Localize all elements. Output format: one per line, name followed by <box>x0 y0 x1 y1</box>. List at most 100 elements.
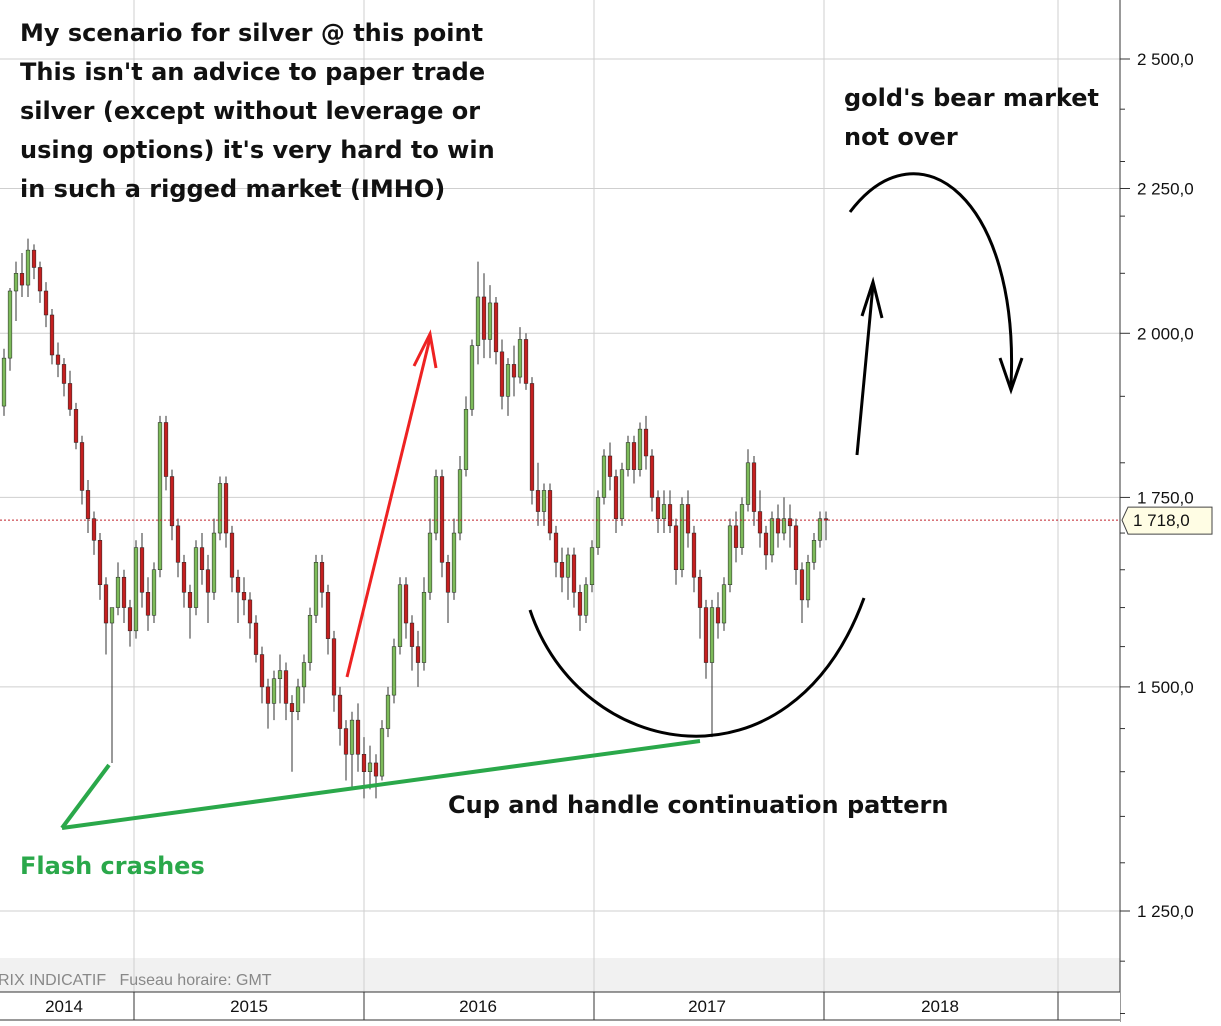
cup-curve <box>528 597 866 738</box>
candle-body <box>607 455 613 477</box>
year-label: 2017 <box>688 997 726 1016</box>
y-tick-label: 2 000,0 <box>1137 324 1194 343</box>
last-price-tag-shape <box>1121 506 1213 535</box>
year-label: 2014 <box>45 997 83 1016</box>
candle-body <box>319 562 325 593</box>
candle-body <box>523 339 529 384</box>
candle-body <box>229 532 235 578</box>
y-tick-label: 1 750,0 <box>1137 488 1194 507</box>
candle-body <box>811 540 817 563</box>
candle-body <box>439 476 445 563</box>
candle-body <box>715 607 721 624</box>
candle-body <box>601 455 607 498</box>
footer-band <box>0 958 1120 992</box>
candle-body <box>451 532 457 593</box>
footer-text: RIX INDICATIF Fuseau horaire: GMT <box>0 972 272 989</box>
candle-body <box>217 483 223 534</box>
candle-body <box>235 576 241 593</box>
candle-body <box>325 592 331 639</box>
candle-body <box>649 455 655 498</box>
candle-body <box>619 469 625 519</box>
candle-body <box>625 442 631 470</box>
candle-body <box>199 547 205 570</box>
flash-crashes-label: Flash crashes <box>20 852 205 880</box>
candle-body <box>163 422 169 477</box>
candle-body <box>745 462 751 505</box>
candle-body <box>259 654 265 688</box>
time-axis-band <box>0 992 1120 1022</box>
candle-body <box>67 383 73 410</box>
candle-body <box>391 646 397 696</box>
candle-body <box>583 584 589 616</box>
cup-handle-label: Cup and handle continuation pattern <box>448 791 949 819</box>
candle-body <box>565 554 571 578</box>
candle-body <box>739 504 745 548</box>
candle-body <box>79 442 85 491</box>
candle-body <box>49 314 55 356</box>
candle-body <box>529 383 535 491</box>
candle-body <box>211 532 217 593</box>
y-tick-label: 1 250,0 <box>1137 902 1194 921</box>
candle-body <box>367 762 373 772</box>
candle-body <box>175 525 181 563</box>
candle-body <box>409 622 415 647</box>
candle-body <box>721 584 727 624</box>
candle-body <box>493 302 499 353</box>
candle-body <box>265 686 271 704</box>
candle-body <box>121 576 127 608</box>
bear-market-arc <box>848 172 1014 386</box>
candle-body <box>115 576 121 608</box>
candle-body <box>547 490 553 534</box>
candle-body <box>781 518 787 534</box>
candle-body <box>589 547 595 585</box>
candle-body <box>481 296 487 340</box>
candle-body <box>787 518 793 527</box>
candle-body <box>25 249 31 286</box>
y-tick-label: 2 500,0 <box>1137 50 1194 69</box>
candle-body <box>685 504 691 534</box>
candle-body <box>661 504 667 519</box>
candle-body <box>511 364 517 378</box>
candle-body <box>241 592 247 601</box>
candle-body <box>445 562 451 593</box>
candle-body <box>85 490 91 519</box>
candle-body <box>139 547 145 593</box>
candle-body <box>817 518 823 541</box>
candle-body <box>355 719 361 755</box>
candle-body <box>775 518 781 534</box>
price-axis: 2 500,0 2 250,0 2 000,0 1 750,0 1 500,0 1 250… <box>1120 50 1194 1014</box>
candle-body <box>103 584 109 624</box>
candle-body <box>37 267 43 292</box>
candle-body <box>73 409 79 443</box>
year-label: 2016 <box>459 997 497 1016</box>
candle-body <box>7 290 13 359</box>
candle-body <box>535 490 541 512</box>
candle-body <box>307 615 313 663</box>
candle-body <box>631 442 637 470</box>
candle-body <box>427 532 433 593</box>
candle-body <box>301 662 307 688</box>
candle-body <box>727 525 733 585</box>
candle-body <box>673 525 679 570</box>
candle-body <box>13 273 19 292</box>
year-ticks: 2014 2015 2016 2017 2018 <box>45 992 1059 1020</box>
candle-body <box>385 694 391 729</box>
candle-body <box>733 525 739 548</box>
candle-body <box>709 607 715 663</box>
last-price-tag: 1 718,0 <box>1121 506 1213 535</box>
candle-body <box>769 518 775 556</box>
candle-body <box>31 249 37 268</box>
candle-body <box>1 357 7 407</box>
candle-body <box>133 547 139 632</box>
candle-body <box>793 525 799 570</box>
candle-body <box>283 670 289 704</box>
candle-body <box>475 296 481 346</box>
candle-body <box>457 469 463 534</box>
candle-body <box>169 476 175 527</box>
candle-body <box>541 490 547 512</box>
annotation-drawings <box>60 172 1024 830</box>
candle-body <box>373 762 379 777</box>
candle-body <box>433 476 439 534</box>
candle-body <box>751 462 757 512</box>
bear-arrow-head <box>998 357 1024 395</box>
